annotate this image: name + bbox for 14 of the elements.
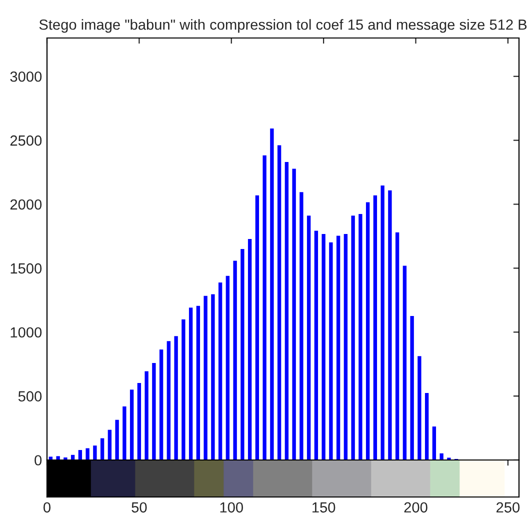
chart-title: Stego image "babun" with compression tol coef 15 and message size 512 B (39, 19, 527, 33)
x-tick-label: 0 (44, 502, 50, 513)
y-tick-label: 3000 (10, 71, 42, 82)
x-tick-label: 250 (496, 502, 520, 513)
y-tick-label: 2000 (10, 199, 42, 210)
x-tick-label: 200 (404, 502, 428, 513)
x-tick-label: 50 (132, 502, 147, 513)
y-tick-label: 1000 (10, 327, 42, 338)
y-tick-label: 500 (18, 391, 42, 402)
x-tick-label: 100 (220, 502, 243, 513)
x-tick-label: 150 (312, 502, 336, 513)
y-tick-label: 2500 (10, 135, 42, 146)
y-tick-label: 1500 (10, 263, 42, 274)
y-tick-label: 0 (34, 455, 42, 466)
